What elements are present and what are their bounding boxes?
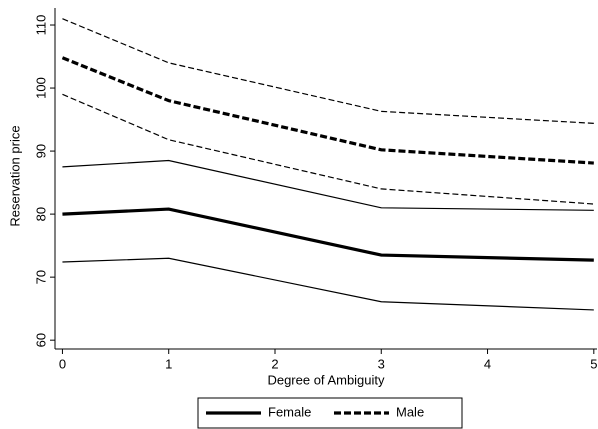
y-tick-label: 70 (33, 270, 48, 284)
ci-lower-line (62, 257, 594, 311)
legend-label: Female (268, 404, 311, 419)
ci-upper-line (62, 159, 594, 211)
x-axis-label: Degree of Ambiguity (267, 372, 385, 387)
y-tick-label: 80 (33, 207, 48, 221)
mean-line (61, 56, 594, 165)
y-tick-label: 90 (33, 144, 48, 158)
y-axis-label: Reservation price (7, 125, 22, 226)
x-tick-label: 2 (271, 356, 278, 371)
legend-label: Male (396, 404, 424, 419)
ci-upper-line (62, 18, 594, 124)
mean-line (62, 207, 594, 262)
x-tick-label: 4 (484, 356, 491, 371)
x-tick-label: 5 (590, 356, 597, 371)
y-tick-label: 110 (33, 15, 48, 36)
x-tick-label: 1 (165, 356, 172, 371)
y-tick-label: 100 (33, 77, 48, 99)
y-tick-label: 60 (33, 333, 48, 347)
ci-lower-line (62, 93, 594, 205)
x-tick-label: 0 (59, 356, 66, 371)
x-tick-label: 3 (378, 356, 385, 371)
